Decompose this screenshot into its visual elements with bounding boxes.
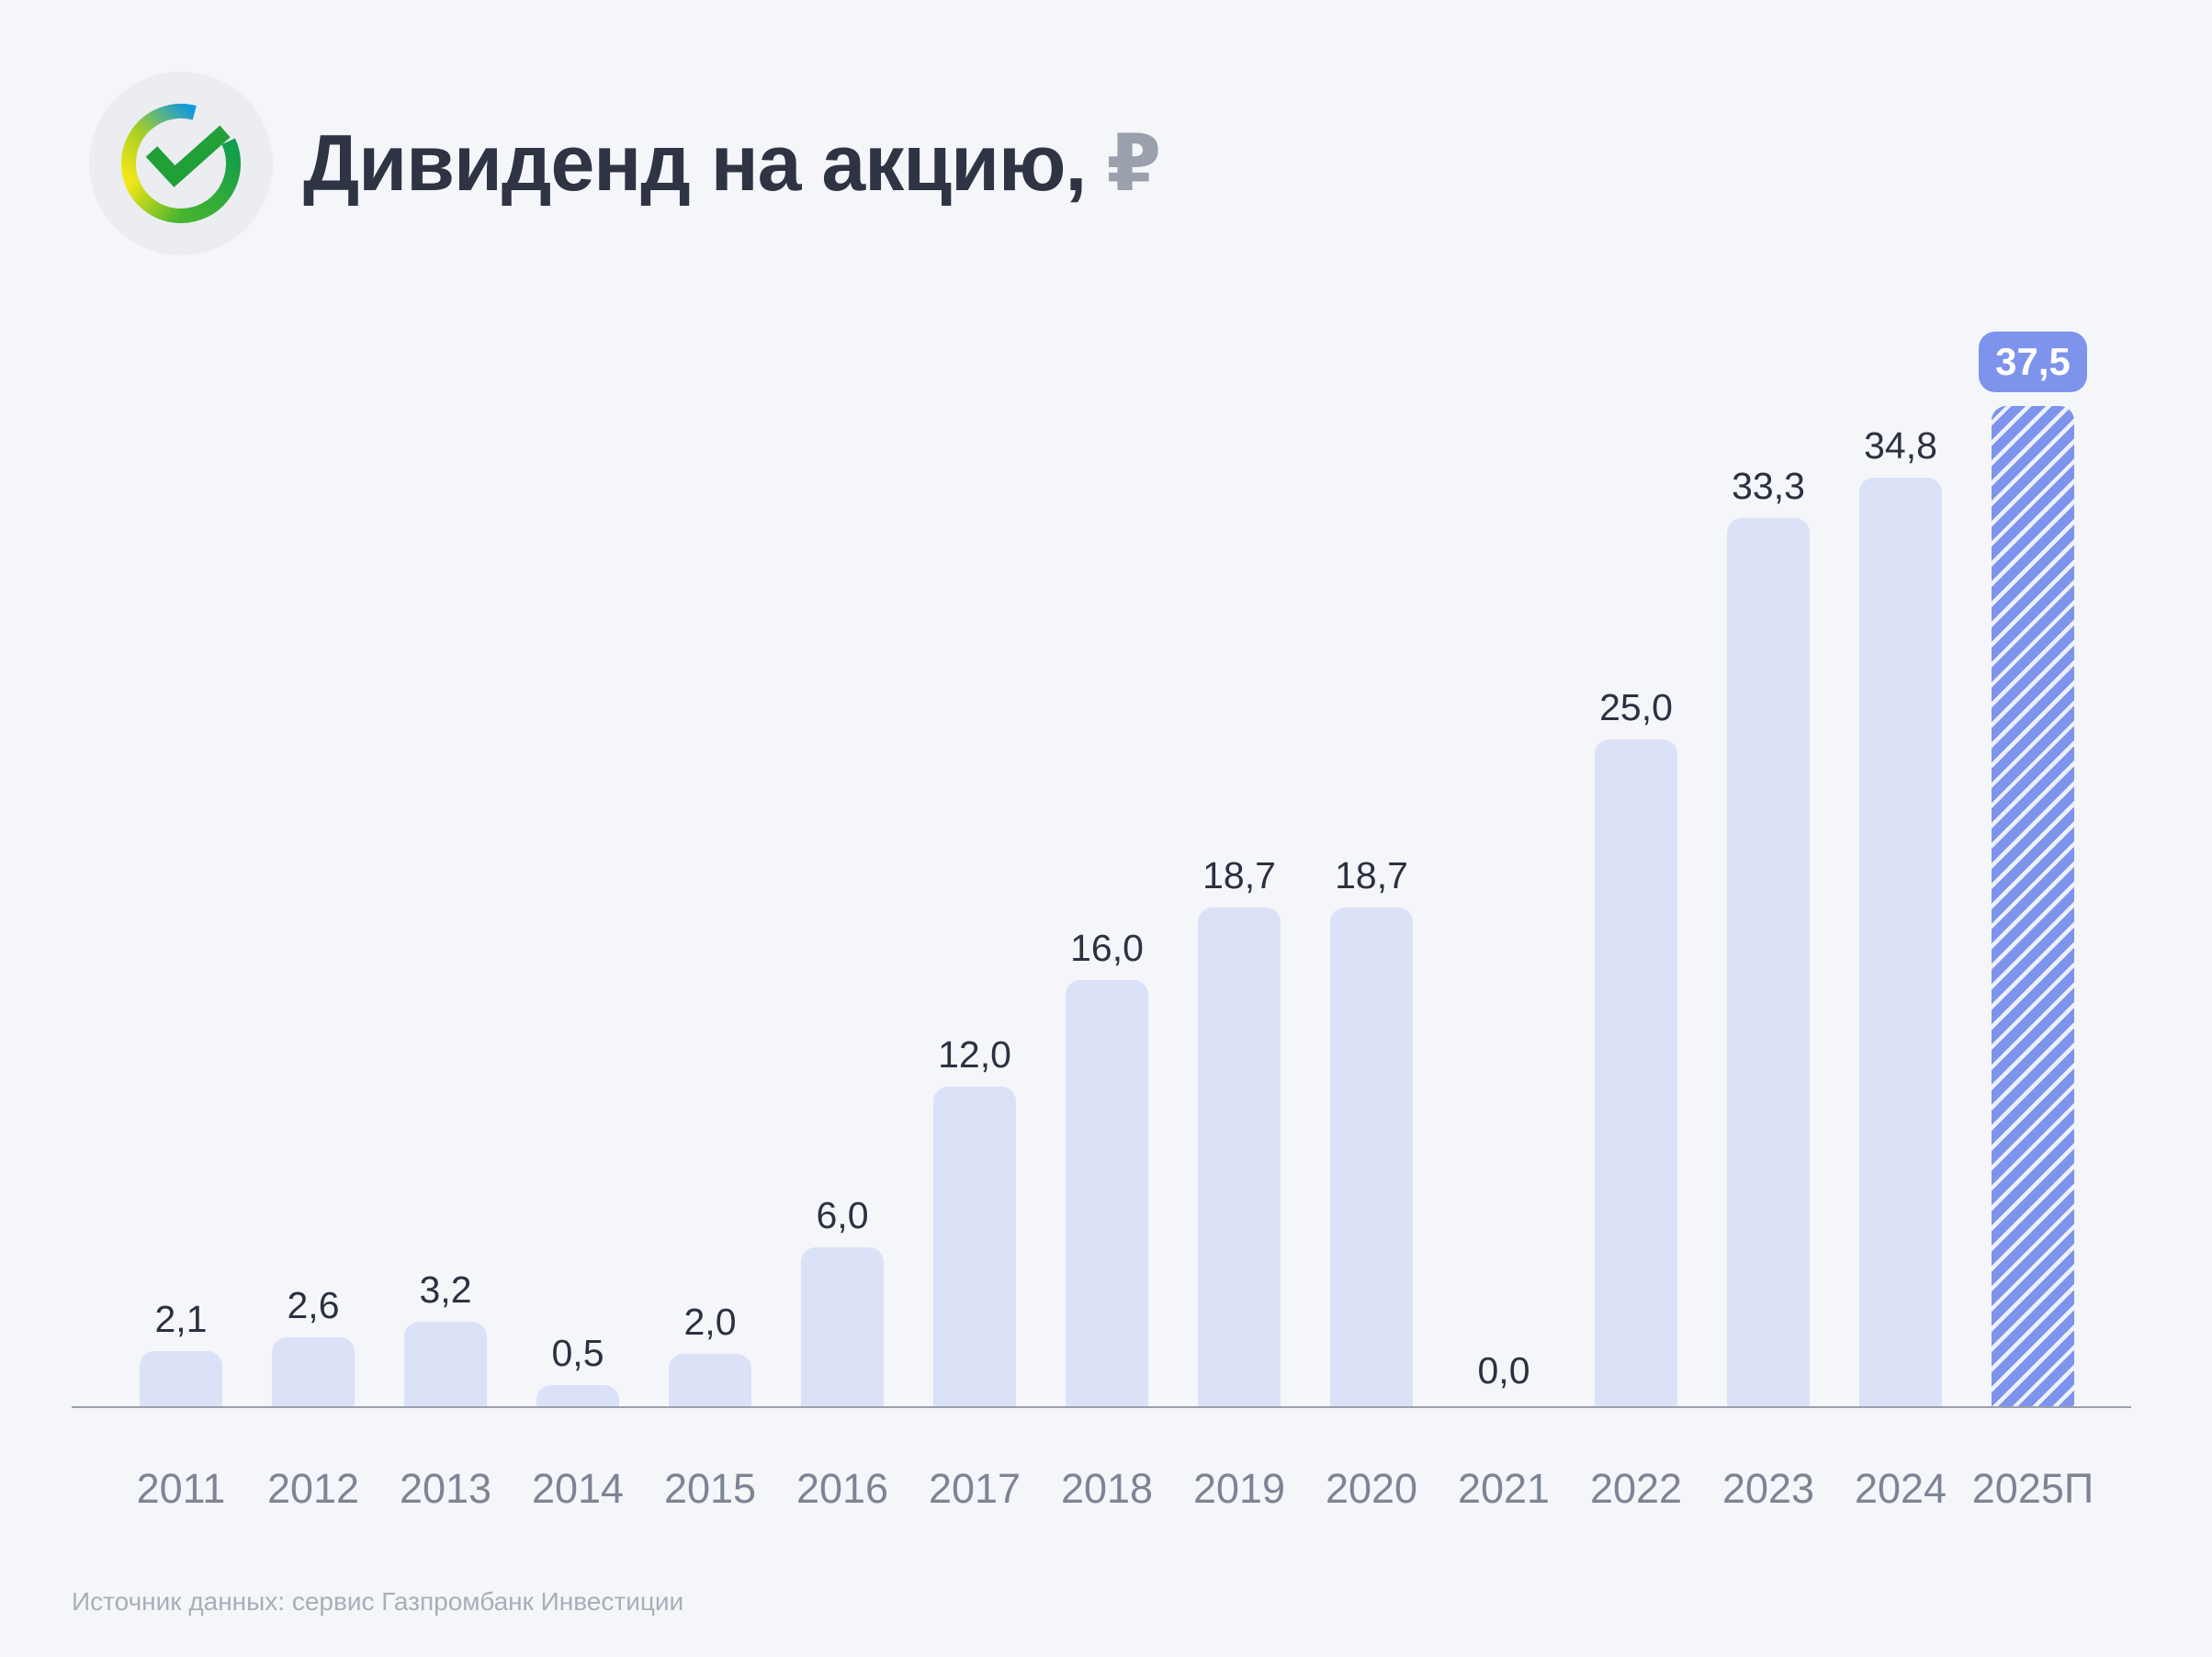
bar-value-label: 2,1 (154, 1298, 208, 1340)
chart-title: Дивиденд на акцию, ₽ (303, 72, 1161, 255)
year-label-2016: 2016 (796, 1465, 889, 1512)
bar-column-2019: 18,7 (1173, 857, 1305, 1407)
bar-column-2024: 34,8 (1834, 427, 1967, 1407)
year-label-2014: 2014 (531, 1465, 625, 1512)
year-label-2019: 2019 (1192, 1465, 1286, 1512)
bar-column-2020: 18,7 (1305, 857, 1438, 1407)
bar-value-label: 2,0 (683, 1301, 737, 1343)
year-label-2017: 2017 (928, 1465, 1021, 1512)
bar (1595, 739, 1677, 1407)
bar-column-2015: 2,0 (644, 1303, 776, 1407)
bar-column-2017: 12,0 (908, 1036, 1041, 1407)
bar-column-2023: 33,3 (1702, 468, 1834, 1407)
bar-value-label: 34,8 (1864, 424, 1937, 467)
bar-value-label: 16,0 (1070, 927, 1144, 969)
year-label-2020: 2020 (1325, 1465, 1418, 1512)
ruble-sign: ₽ (1106, 119, 1161, 208)
bar-value-label: 18,7 (1202, 854, 1276, 896)
forecast-bar (1992, 406, 2074, 1407)
bar (1330, 907, 1413, 1407)
bar (1066, 980, 1148, 1407)
bars-area: 2,1 2,6 3,2 0,5 2,0 6,0 12,0 16,0 18,7 18,7 0,0 25,… (115, 0, 2099, 1407)
year-label-2022: 2022 (1589, 1465, 1683, 1512)
x-axis-line (72, 1406, 2131, 1408)
bar-value-label: 0,0 (1477, 1349, 1530, 1392)
bar-value-label: 0,5 (551, 1332, 604, 1374)
bar-column-2025П: 37,5 (1967, 332, 2099, 1407)
bar-value-label: 18,7 (1335, 854, 1408, 896)
bar-column-2022: 25,0 (1570, 689, 1702, 1407)
sber-check-logo-icon (89, 72, 273, 255)
bar (1198, 907, 1281, 1407)
bar (669, 1354, 751, 1407)
bar-column-2014: 0,5 (512, 1335, 644, 1407)
bar (801, 1247, 884, 1407)
year-label-2011: 2011 (136, 1465, 226, 1512)
bar (536, 1385, 619, 1407)
source-note: Источник данных: сервис Газпромбанк Инве… (72, 1587, 684, 1616)
chart-title-text: Дивиденд на акцию, (303, 118, 1087, 208)
bar-value-label: 6,0 (816, 1194, 869, 1236)
bar-value-label: 3,2 (419, 1268, 472, 1311)
year-label-2015: 2015 (663, 1465, 757, 1512)
bar-column-2021: 0,0 (1438, 1352, 1570, 1407)
year-label-2024: 2024 (1854, 1465, 1947, 1512)
bar (140, 1351, 222, 1407)
sber-logo-svg (89, 72, 273, 255)
year-label-2018: 2018 (1060, 1465, 1154, 1512)
forecast-value-badge: 37,5 (1979, 332, 2087, 392)
year-label-2025П: 2025П (1971, 1465, 2094, 1512)
bar-value-label: 12,0 (938, 1033, 1011, 1076)
year-label-2023: 2023 (1721, 1465, 1815, 1512)
bar-column-2012: 2,6 (247, 1287, 379, 1407)
year-label-2013: 2013 (399, 1465, 492, 1512)
bar-value-label: 25,0 (1599, 686, 1673, 728)
bar-column-2013: 3,2 (379, 1271, 512, 1407)
bar-column-2018: 16,0 (1041, 930, 1173, 1407)
bar-column-2016: 6,0 (776, 1197, 908, 1407)
bar-value-label: 2,6 (287, 1284, 340, 1326)
year-label-2012: 2012 (266, 1465, 360, 1512)
bar (272, 1337, 355, 1407)
bar (1859, 478, 1942, 1407)
bar (1727, 518, 1810, 1407)
year-label-2021: 2021 (1457, 1465, 1551, 1512)
bar-value-label: 33,3 (1732, 465, 1805, 507)
bar-column-2011: 2,1 (115, 1301, 247, 1407)
bar (404, 1322, 487, 1407)
x-axis-labels: 2011 2012 2013 2014 2015 2016 2017 2018 2019 2020… (115, 1468, 2099, 1509)
bar (933, 1087, 1016, 1407)
